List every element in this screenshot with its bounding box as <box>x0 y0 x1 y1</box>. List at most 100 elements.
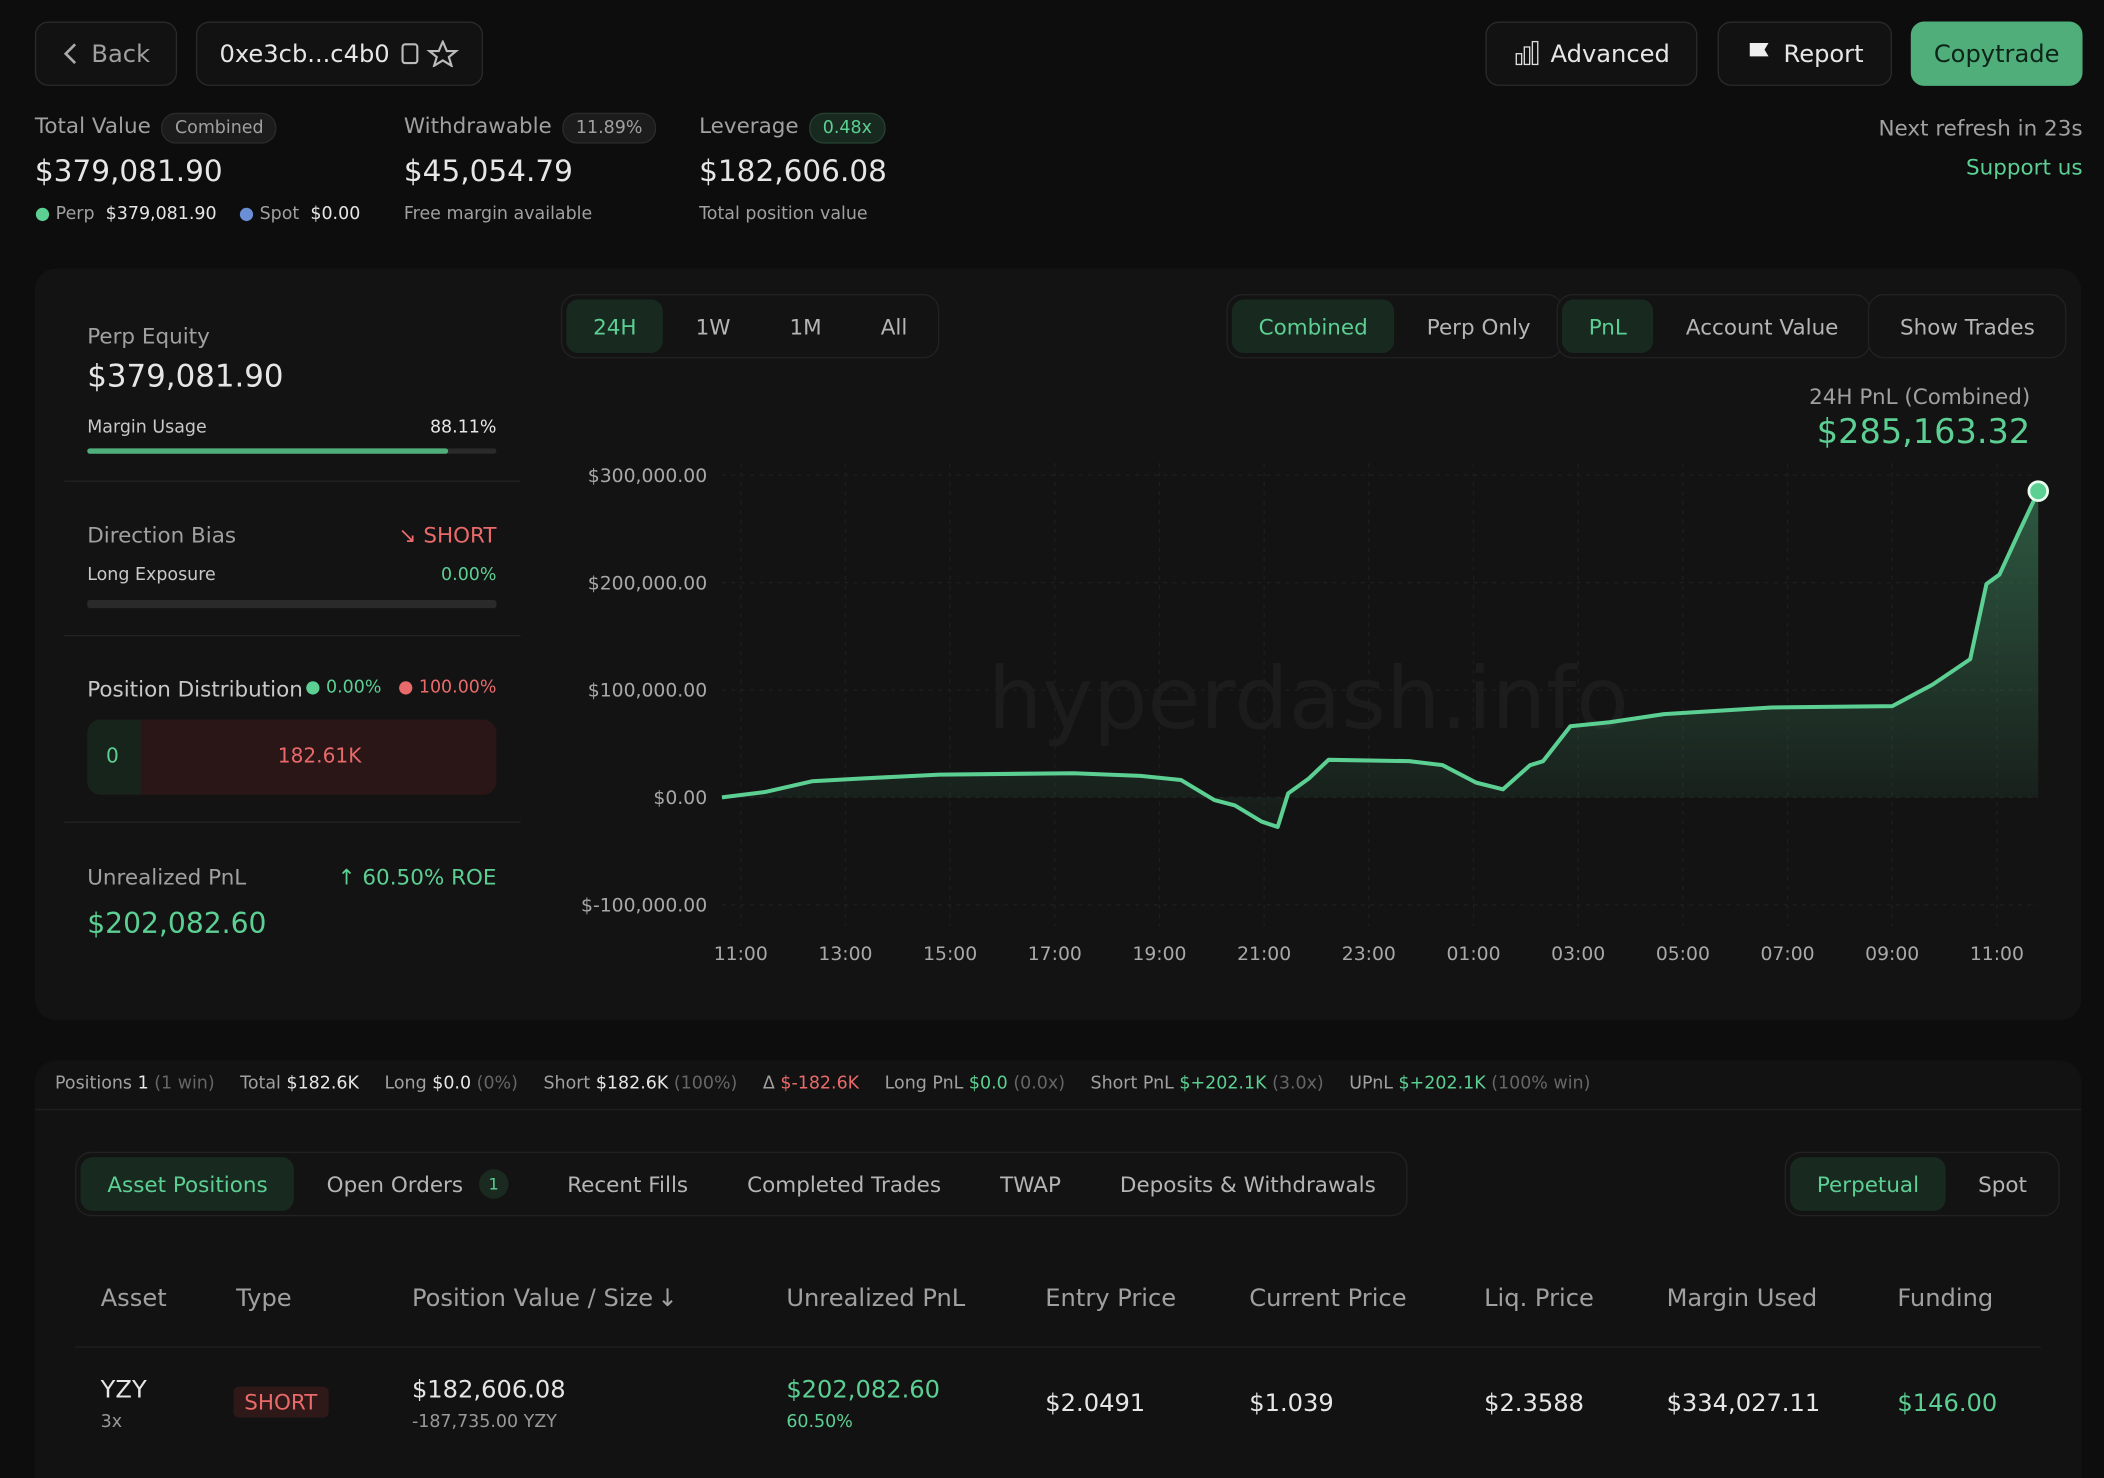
range-tabs: 24H 1W 1M All <box>560 293 940 359</box>
chart: hyperdash.info $300,000.00 $200,000.00 $10… <box>581 463 2049 965</box>
tab[interactable]: Deposits & Withdrawals <box>1119 1171 1376 1197</box>
label: Perp Equity <box>87 323 210 350</box>
label: Long Exposure <box>87 565 216 586</box>
advanced-label: Advanced <box>1550 39 1670 68</box>
bias-label: SHORT <box>423 522 497 548</box>
column-header: Unrealized PnL <box>786 1284 966 1313</box>
chart-value: $285,163.32 <box>1816 412 2031 452</box>
bias: ↘ SHORT <box>398 522 497 548</box>
summary-item: Short PnL $+202.1K (3.0x) <box>1090 1074 1323 1094</box>
label: Perp <box>55 204 95 225</box>
y-tick-label: $0.00 <box>653 788 707 809</box>
column-header: Entry Price <box>1045 1284 1177 1313</box>
column-header: Margin Used <box>1666 1284 1818 1313</box>
tab[interactable]: Completed Trades <box>747 1171 942 1197</box>
area <box>721 491 2039 827</box>
summary-item: Long PnL $0.0 (0.0x) <box>885 1074 1065 1094</box>
tab[interactable]: Combined <box>1231 299 1395 354</box>
long-value: 0 <box>106 743 119 768</box>
tab[interactable]: Recent Fills <box>567 1171 689 1197</box>
stat-sub: Free margin available <box>403 204 593 225</box>
value: $379,081.90 <box>105 204 217 225</box>
x-tick-label: 23:00 <box>1342 944 1396 965</box>
badge: Combined <box>161 112 278 144</box>
tab[interactable]: 1M <box>789 313 822 339</box>
summary-value: $+202.1K <box>1179 1073 1267 1095</box>
summary-label: Total <box>240 1073 281 1095</box>
panel <box>34 268 2082 1021</box>
summary-extra: (100% win) <box>1491 1073 1591 1095</box>
summary-item: Δ $-182.6K <box>763 1074 859 1094</box>
x-tick-label: 15:00 <box>923 944 977 965</box>
tab[interactable]: Perpetual <box>1790 1157 1946 1211</box>
tab[interactable]: Spot <box>1978 1171 2027 1197</box>
support-link[interactable]: Support us <box>1966 154 2083 180</box>
copytrade-button[interactable]: Copytrade <box>1910 21 2083 86</box>
column-header: Position Value / Size <box>411 1284 654 1313</box>
address: 0xe3cb...c4b0 <box>219 39 390 68</box>
summary-label: Positions <box>55 1073 133 1095</box>
tab[interactable]: Open Orders 1 <box>300 1157 535 1211</box>
summary-label: Short <box>543 1073 591 1095</box>
column-header: Liq. Price <box>1484 1284 1594 1313</box>
label: Total Value <box>34 112 151 139</box>
summary-extra: (0%) <box>476 1073 518 1095</box>
x-tick-label: 09:00 <box>1865 944 1919 965</box>
value: $202,082.60 <box>87 907 267 940</box>
summary-extra: (0.0x) <box>1013 1073 1066 1095</box>
report-label: Report <box>1783 39 1864 68</box>
advanced-button[interactable]: Advanced <box>1485 21 1698 86</box>
summary: Positions 1 (1 win) Total $182.6K Long $0.… <box>55 1074 1590 1094</box>
tab[interactable]: All <box>880 313 908 339</box>
positions-panel <box>34 1060 2082 1478</box>
margin: $334,027.11 <box>1666 1389 1821 1418</box>
back-button[interactable]: Back <box>34 21 178 86</box>
summary-extra: (100%) <box>673 1073 738 1095</box>
type: SHORT <box>233 1386 329 1418</box>
label: Position Distribution <box>87 676 303 703</box>
stat-value: $379,081.90 <box>34 155 223 190</box>
size: -187,735.00 YZY <box>411 1412 557 1433</box>
summary-value: $182.6K <box>595 1073 669 1095</box>
metric-tabs: PnL Account Value <box>1556 293 1871 359</box>
x-tick-label: 21:00 <box>1237 944 1291 965</box>
x-tick-label: 01:00 <box>1446 944 1500 965</box>
stat-label: Withdrawable 11.89% <box>404 112 656 144</box>
x-tick-label: 05:00 <box>1656 944 1710 965</box>
tab[interactable]: Perp Only <box>1426 313 1531 339</box>
tab[interactable]: Account Value <box>1685 313 1839 339</box>
sort-icon: ↓ <box>657 1284 678 1313</box>
badge: 11.89% <box>562 112 656 144</box>
stat-value: $182,606.08 <box>699 155 887 190</box>
breakdown: ● Perp $379,081.90 ● Spot $0.00 <box>34 204 361 225</box>
back-icon <box>64 43 77 65</box>
distribution-legend: ● 0.00% ● 100.00% <box>305 677 497 699</box>
label: Unrealized PnL <box>87 864 247 891</box>
summary-item: Long $0.0 (0%) <box>384 1074 517 1094</box>
divider <box>64 634 521 637</box>
column-header: Current Price <box>1249 1284 1407 1313</box>
summary-item: Short $182.6K (100%) <box>543 1074 737 1094</box>
tab[interactable]: PnL <box>1561 299 1654 354</box>
tab[interactable]: Asset Positions <box>80 1157 295 1211</box>
divider <box>34 1108 2082 1111</box>
report-button[interactable]: Report <box>1717 21 1892 86</box>
position-tabs: Asset Positions Open Orders 1 Recent Fills C… <box>75 1151 1409 1217</box>
leverage: 3x <box>100 1412 123 1433</box>
column-header: Type <box>236 1284 292 1313</box>
label: Direction Bias <box>87 522 237 548</box>
tab[interactable]: 1W <box>695 313 731 339</box>
summary-label: UPnL <box>1349 1073 1393 1095</box>
chart-title: 24H PnL (Combined) <box>1809 383 2031 410</box>
tab[interactable]: 24H <box>566 299 664 354</box>
stat-value: $45,054.79 <box>403 155 573 190</box>
tab[interactable]: TWAP <box>1000 1171 1061 1197</box>
stat-label: Leverage 0.48x <box>699 112 886 144</box>
chart-icon <box>1514 40 1538 66</box>
exposure-track <box>87 600 497 609</box>
address-button[interactable]: 0xe3cb...c4b0 <box>195 21 484 86</box>
refresh: Next refresh in 23s <box>1878 115 2083 141</box>
summary-item: UPnL $+202.1K (100% win) <box>1349 1074 1590 1094</box>
show-trades[interactable]: Show Trades <box>1867 293 2067 359</box>
